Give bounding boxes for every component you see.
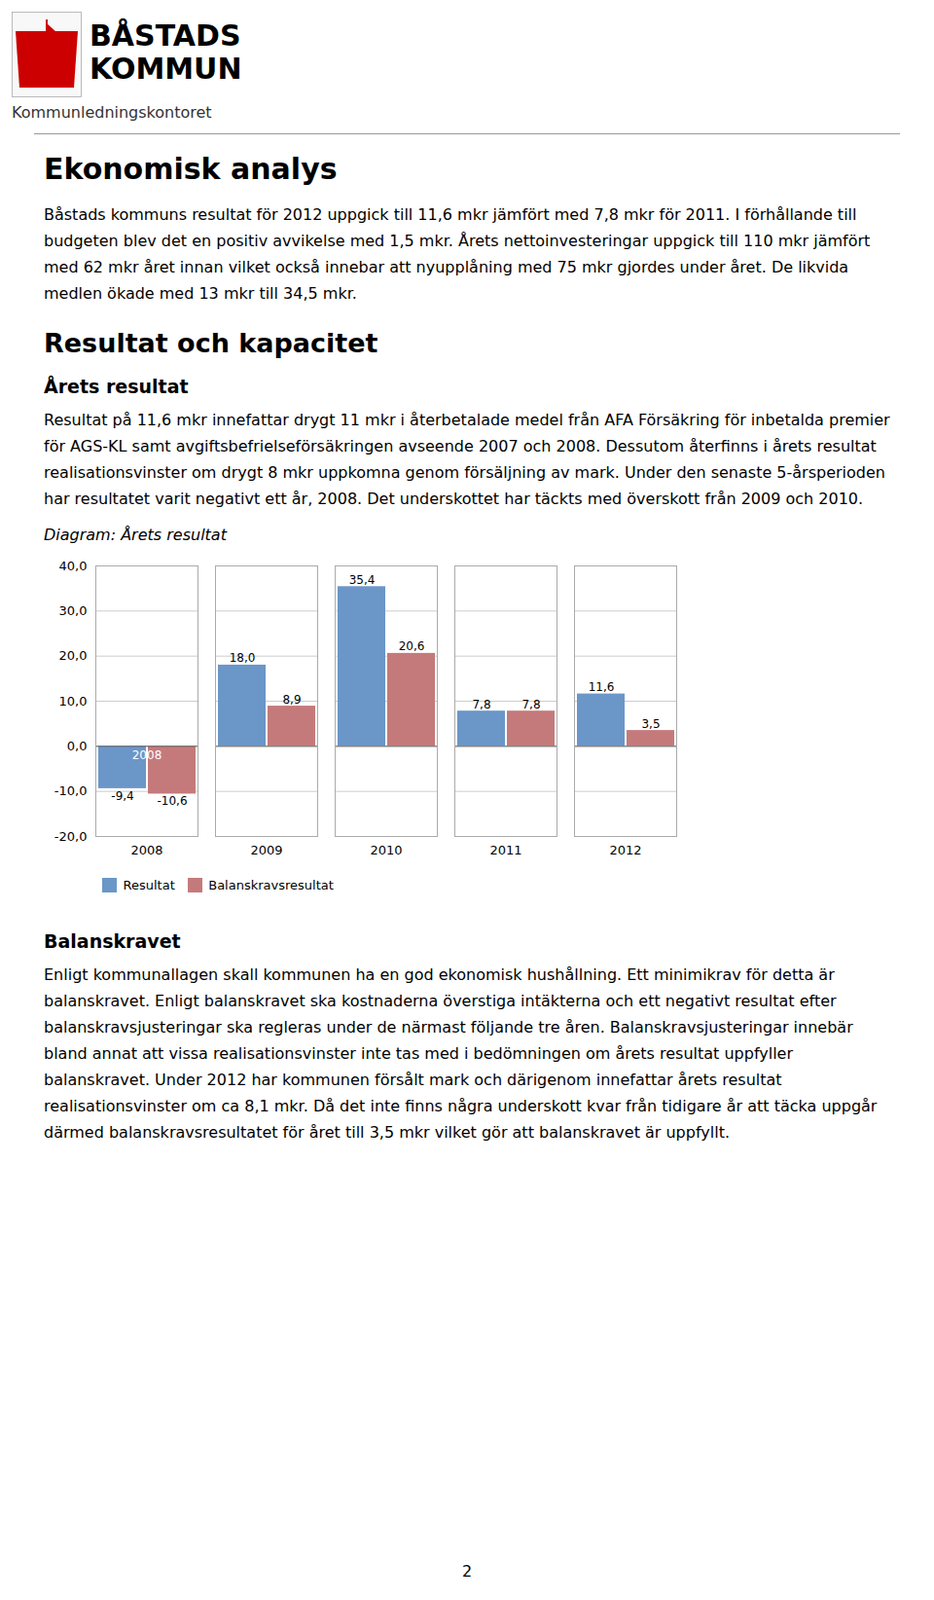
svg-text:2010: 2010 (369, 842, 402, 858)
svg-text:2008: 2008 (130, 842, 163, 858)
svg-text:-20,0: -20,0 (54, 828, 88, 844)
svg-text:-10,6: -10,6 (156, 793, 187, 808)
html-text:2: 2 (462, 1561, 472, 1581)
html-text:Resultat och kapacitet: Resultat och kapacitet (43, 327, 378, 359)
svg-text:20,6: 20,6 (398, 639, 426, 653)
html-text:BÅSTADS: BÅSTADS (89, 18, 241, 53)
svg-text:20,0: 20,0 (59, 647, 88, 663)
svg-text:10,0: 10,0 (59, 693, 88, 709)
html-text:Ekonomisk analys: Ekonomisk analys (43, 151, 338, 186)
html-text:Diagram: Årets resultat: Diagram: Årets resultat (43, 525, 227, 544)
html-text:Balanskravsresultat: Balanskravsresultat (208, 877, 334, 893)
html-text:Balanskravet: Balanskravet (43, 930, 181, 952)
svg-text:2011: 2011 (489, 842, 522, 858)
svg-text:7,8: 7,8 (521, 697, 540, 712)
svg-text:30,0: 30,0 (59, 603, 88, 618)
svg-text:0,0: 0,0 (67, 738, 88, 754)
svg-text:18,0: 18,0 (229, 650, 256, 665)
svg-text:11,6: 11,6 (588, 680, 615, 694)
svg-text:40,0: 40,0 (59, 558, 88, 574)
svg-text:2008: 2008 (132, 748, 163, 762)
html-text:Resultat på 11,6 mkr innefatta: Resultat på 11,6 mkr innefattar drygt 11… (43, 410, 890, 508)
html-text:Årets resultat: Årets resultat (43, 375, 189, 397)
svg-text:-9,4: -9,4 (110, 789, 134, 803)
html-text:Båstads kommuns resultat för 2: Båstads kommuns resultat för 2012 uppgic… (43, 205, 871, 303)
svg-text:-10,0: -10,0 (54, 783, 88, 798)
svg-text:7,8: 7,8 (471, 697, 491, 712)
svg-text:3,5: 3,5 (641, 717, 660, 731)
html-text:Enligt kommunallagen skall kom: Enligt kommunallagen skall kommunen ha e… (43, 965, 877, 1142)
html-text:Kommunledningskontoret: Kommunledningskontoret (11, 103, 212, 122)
svg-text:35,4: 35,4 (349, 573, 376, 587)
html-text:Resultat: Resultat (123, 877, 175, 893)
svg-text:8,9: 8,9 (282, 692, 301, 707)
svg-text:2012: 2012 (609, 842, 642, 858)
svg-text:2009: 2009 (250, 842, 283, 858)
html-text:KOMMUN: KOMMUN (89, 51, 242, 86)
